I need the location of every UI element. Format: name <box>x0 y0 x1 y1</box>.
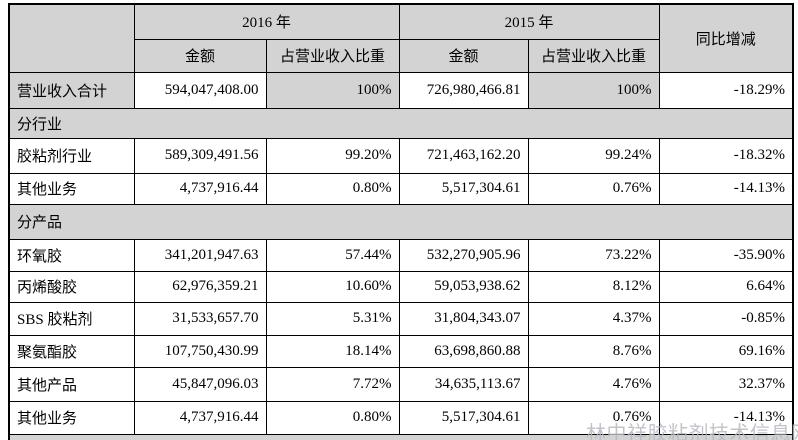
yoy-header: 同比增减 <box>658 3 794 73</box>
amount-2015-cell: 5,517,304.61 <box>398 172 529 205</box>
amount-2015-header: 金额 <box>398 38 529 73</box>
year-2015-header: 2015 年 <box>398 3 660 40</box>
pct-2016-cell: 0.80% <box>265 172 400 205</box>
pct-2015-cell: 0.76% <box>527 172 660 205</box>
section-label: 分行业 <box>8 107 794 139</box>
amount-2015-cell: 63,698,860.88 <box>398 334 529 368</box>
pct-2016-cell: 5.31% <box>265 301 400 336</box>
pct-2016-cell: 10.60% <box>265 270 400 303</box>
amount-2015-cell: 5,517,304.61 <box>398 400 529 435</box>
section-label: 分产品 <box>8 203 794 240</box>
amount-2015-cell: 532,270,905.96 <box>398 238 529 272</box>
row-label: 聚氨酯胶 <box>8 334 135 368</box>
table-row: 环氧胶 341,201,947.63 57.44% 532,270,905.96… <box>8 238 794 272</box>
amount-2016-cell: 107,750,430.99 <box>133 334 267 368</box>
yoy-cell: -0.85% <box>658 301 794 336</box>
amount-2015-cell: 31,804,343.07 <box>398 301 529 336</box>
table-row: 丙烯酸胶 62,976,359.21 10.60% 59,053,938.62 … <box>8 270 794 303</box>
amount-2015-cell: 721,463,162.20 <box>398 137 529 174</box>
row-label: 其他业务 <box>8 172 135 205</box>
pct-2015-cell: 8.76% <box>527 334 660 368</box>
pct-2015-cell: 99.24% <box>527 137 660 174</box>
amount-2015-cell: 726,980,466.81 <box>398 71 529 109</box>
pct-2016-cell: 7.72% <box>265 366 400 402</box>
year-2016-header: 2016 年 <box>133 3 400 40</box>
yoy-cell: 6.64% <box>658 270 794 303</box>
yoy-cell: -14.13% <box>658 400 794 435</box>
section-row-partial <box>8 433 794 440</box>
header-row-subcolumns: 金额 占营业收入比重 金额 占营业收入比重 <box>9 38 793 73</box>
table-row: 聚氨酯胶 107,750,430.99 18.14% 63,698,860.88… <box>8 334 794 368</box>
pct-2015-cell: 100% <box>527 71 660 109</box>
pct-2015-cell: 4.37% <box>527 301 660 336</box>
amount-2016-cell: 45,847,096.03 <box>133 366 267 402</box>
yoy-cell: -35.90% <box>658 238 794 272</box>
header-row-years: 2016 年 2015 年 同比增减 <box>8 3 794 73</box>
revenue-breakdown-table: 2016 年 2015 年 同比增减 金额 占营业收入比重 金额 占营业收入比重… <box>8 3 795 440</box>
pct-2015-cell: 73.22% <box>527 238 660 272</box>
amount-2015-cell: 59,053,938.62 <box>398 270 529 303</box>
amount-2016-cell: 31,533,657.70 <box>133 301 267 336</box>
amount-2016-cell: 4,737,916.44 <box>133 400 267 435</box>
table-row-total: 营业收入合计 594,047,408.00 100% 726,980,466.8… <box>8 71 794 109</box>
table-row: SBS 胶粘剂 31,533,657.70 5.31% 31,804,343.0… <box>8 301 794 336</box>
pct-2016-cell: 18.14% <box>265 334 400 368</box>
amount-2016-cell: 4,737,916.44 <box>133 172 267 205</box>
table-row: 其他产品 45,847,096.03 7.72% 34,635,113.67 4… <box>8 366 794 402</box>
section-row-industry: 分行业 <box>8 107 794 139</box>
section-label-partial <box>8 433 794 440</box>
yoy-cell: -18.29% <box>658 71 794 109</box>
yoy-cell: 69.16% <box>658 334 794 368</box>
yoy-cell: -14.13% <box>658 172 794 205</box>
amount-2016-cell: 589,309,491.56 <box>133 137 267 174</box>
pct-2016-cell: 99.20% <box>265 137 400 174</box>
pct-2016-cell: 0.80% <box>265 400 400 435</box>
row-label: 营业收入合计 <box>8 71 135 109</box>
pct-2015-header: 占营业收入比重 <box>527 38 660 73</box>
table-row: 其他业务 4,737,916.44 0.80% 5,517,304.61 0.7… <box>8 172 794 205</box>
amount-2016-cell: 62,976,359.21 <box>133 270 267 303</box>
pct-2016-cell: 100% <box>265 71 400 109</box>
pct-2015-cell: 8.12% <box>527 270 660 303</box>
pct-2016-cell: 57.44% <box>265 238 400 272</box>
amount-2016-cell: 594,047,408.00 <box>133 71 267 109</box>
yoy-cell: -18.32% <box>658 137 794 174</box>
row-label: 环氧胶 <box>8 238 135 272</box>
table-row: 胶粘剂行业 589,309,491.56 99.20% 721,463,162.… <box>8 137 794 174</box>
row-label: 丙烯酸胶 <box>8 270 135 303</box>
amount-2016-header: 金额 <box>133 38 267 73</box>
row-label: SBS 胶粘剂 <box>8 301 135 336</box>
row-label: 胶粘剂行业 <box>8 137 135 174</box>
pct-2015-cell: 4.76% <box>527 366 660 402</box>
amount-2016-cell: 341,201,947.63 <box>133 238 267 272</box>
row-label: 其他业务 <box>8 400 135 435</box>
yoy-cell: 32.37% <box>658 366 794 402</box>
table-row: 其他业务 4,737,916.44 0.80% 5,517,304.61 0.7… <box>8 400 794 435</box>
amount-2015-cell: 34,635,113.67 <box>398 366 529 402</box>
pct-2016-header: 占营业收入比重 <box>265 38 400 73</box>
row-label: 其他产品 <box>8 366 135 402</box>
section-row-product: 分产品 <box>8 203 794 240</box>
corner-cell <box>8 3 135 73</box>
pct-2015-cell: 0.76% <box>527 400 660 435</box>
